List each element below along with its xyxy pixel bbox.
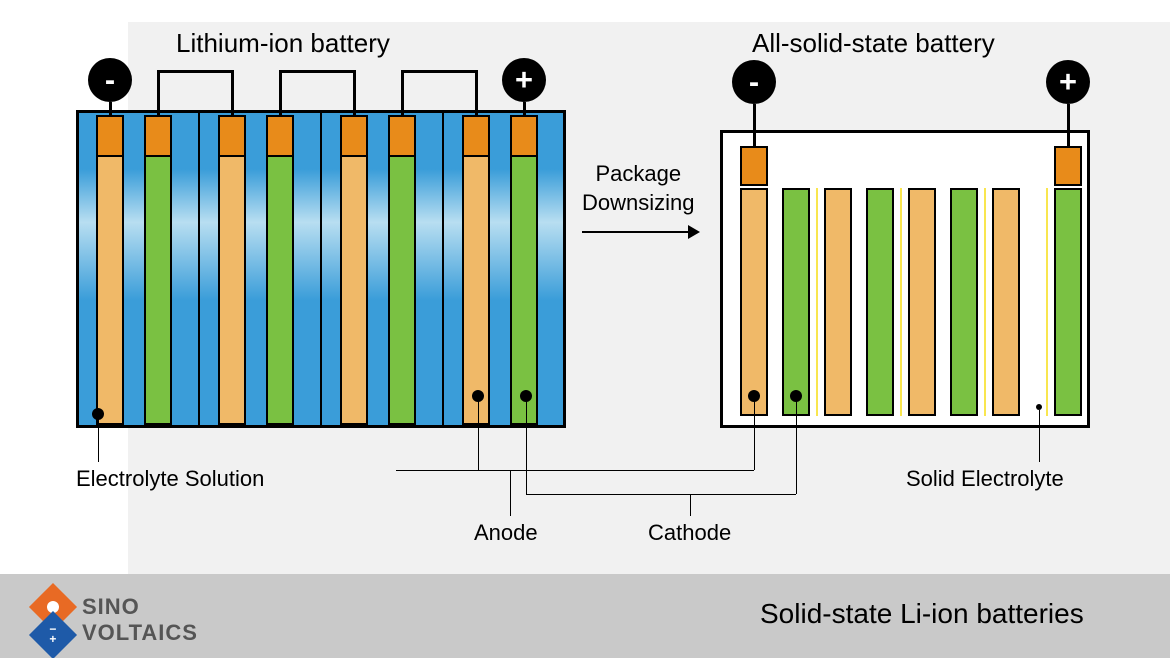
logo-text-line1: SINO bbox=[82, 594, 140, 620]
diagram-stage: Lithium-ion battery All-solid-state batt… bbox=[0, 0, 1170, 658]
series-wire bbox=[157, 70, 160, 115]
series-wire bbox=[353, 70, 356, 115]
plus-minus-icon: −+ bbox=[49, 625, 56, 644]
cell-divider bbox=[198, 110, 200, 428]
anode-bar bbox=[740, 188, 768, 416]
cell-divider bbox=[442, 110, 444, 428]
series-wire bbox=[401, 70, 478, 73]
anode-bar bbox=[992, 188, 1020, 416]
cathode-cap bbox=[266, 115, 294, 157]
cathode-bar bbox=[266, 155, 294, 425]
anode-bar bbox=[218, 155, 246, 425]
callout-line bbox=[98, 416, 99, 462]
callout-line bbox=[526, 494, 796, 495]
callout-line bbox=[510, 470, 511, 516]
series-wire bbox=[279, 70, 282, 115]
plus-symbol-r: + bbox=[1059, 74, 1077, 89]
cathode-bar bbox=[510, 155, 538, 425]
label-electrolyte-solution: Electrolyte Solution bbox=[76, 466, 264, 492]
anode-cap bbox=[218, 115, 246, 157]
left-terminal-plus: + bbox=[502, 58, 546, 102]
anode-bar bbox=[96, 155, 124, 425]
series-wire bbox=[231, 70, 234, 115]
anode-cap bbox=[740, 146, 768, 186]
series-wire bbox=[157, 70, 234, 73]
anode-bar bbox=[824, 188, 852, 416]
label-anode: Anode bbox=[474, 520, 538, 546]
anode-bar bbox=[908, 188, 936, 416]
cathode-bar bbox=[144, 155, 172, 425]
cathode-bar bbox=[950, 188, 978, 416]
footer-title: Solid-state Li-ion batteries bbox=[760, 598, 1084, 630]
arrow-label: Package Downsizing bbox=[582, 160, 695, 217]
cathode-cap bbox=[1054, 146, 1082, 186]
plus-symbol: + bbox=[515, 72, 533, 87]
separator bbox=[816, 188, 818, 416]
arrow-text-1: Package bbox=[582, 160, 695, 189]
callout-line bbox=[1039, 410, 1040, 462]
series-wire bbox=[279, 70, 356, 73]
right-terminal-plus: + bbox=[1046, 60, 1090, 104]
anode-cap bbox=[96, 115, 124, 157]
separator bbox=[984, 188, 986, 416]
left-terminal-minus: - bbox=[88, 58, 132, 102]
cathode-bar bbox=[782, 188, 810, 416]
arrow-icon bbox=[582, 222, 700, 242]
separator bbox=[900, 188, 902, 416]
label-cathode: Cathode bbox=[648, 520, 731, 546]
arrow-text-2: Downsizing bbox=[582, 189, 695, 218]
logo-diamond-blue: −+ bbox=[29, 611, 77, 658]
cathode-cap bbox=[388, 115, 416, 157]
cell-divider bbox=[320, 110, 322, 428]
right-battery-box bbox=[720, 130, 1090, 428]
right-terminal-minus: - bbox=[732, 60, 776, 104]
label-solid-electrolyte: Solid Electrolyte bbox=[906, 466, 1064, 492]
logo-text-line2: VOLTAICS bbox=[82, 620, 198, 646]
anode-cap bbox=[340, 115, 368, 157]
left-minus-lead bbox=[109, 102, 112, 115]
left-plus-lead bbox=[523, 102, 526, 115]
cathode-bar bbox=[1054, 188, 1082, 416]
callout-line bbox=[796, 398, 797, 494]
callout-line bbox=[754, 398, 755, 470]
anode-bar bbox=[340, 155, 368, 425]
callout-line bbox=[690, 494, 691, 516]
anode-cap bbox=[462, 115, 490, 157]
series-wire bbox=[475, 70, 478, 115]
anode-bar bbox=[462, 155, 490, 425]
callout-line bbox=[526, 398, 527, 494]
minus-symbol: - bbox=[105, 72, 115, 87]
minus-symbol-r: - bbox=[749, 74, 759, 89]
cathode-cap bbox=[510, 115, 538, 157]
title-right: All-solid-state battery bbox=[752, 28, 995, 59]
right-plus-lead bbox=[1067, 104, 1070, 146]
cathode-bar bbox=[388, 155, 416, 425]
callout-line bbox=[396, 470, 754, 471]
separator bbox=[1046, 188, 1048, 416]
series-wire bbox=[401, 70, 404, 115]
title-left: Lithium-ion battery bbox=[176, 28, 390, 59]
logo: −+ SINOVOLTAICS bbox=[18, 586, 278, 656]
cathode-bar bbox=[866, 188, 894, 416]
callout-line bbox=[478, 398, 479, 470]
cathode-cap bbox=[144, 115, 172, 157]
right-minus-lead bbox=[753, 104, 756, 146]
